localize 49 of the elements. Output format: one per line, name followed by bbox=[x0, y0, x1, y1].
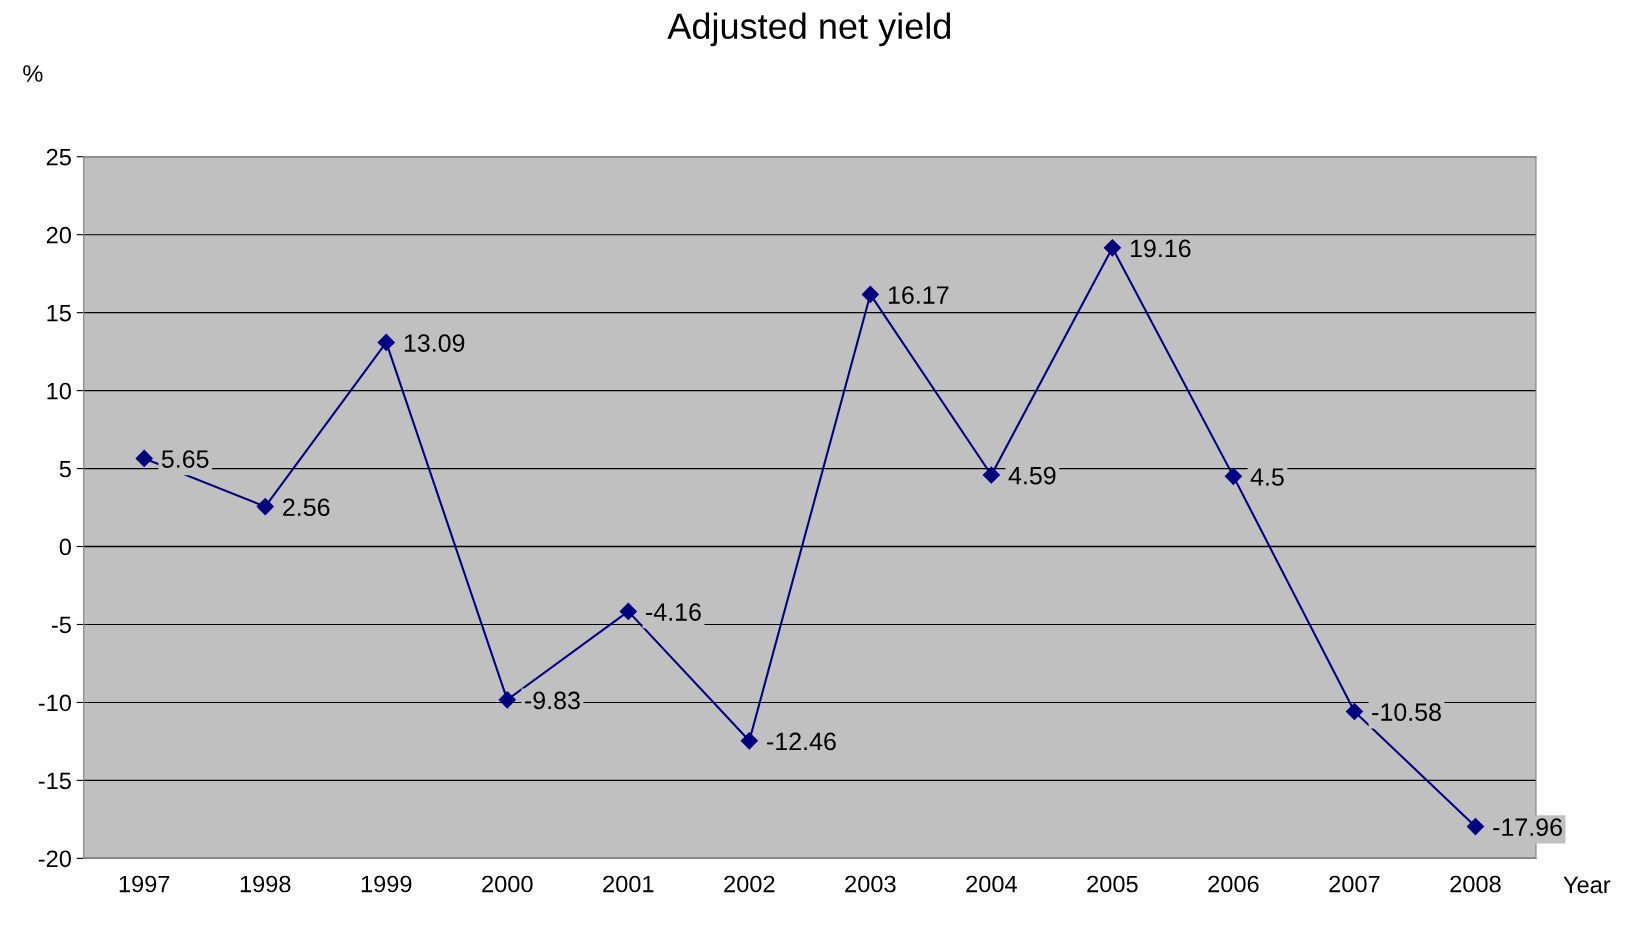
point bbox=[498, 691, 516, 709]
point bbox=[256, 498, 274, 516]
x-tick-label: 2000 bbox=[482, 875, 533, 893]
point bbox=[619, 602, 637, 620]
y-tick-label: 20 bbox=[46, 226, 71, 244]
point bbox=[1224, 467, 1242, 485]
y-tick-label: 10 bbox=[47, 382, 71, 400]
x-axis-title: Year bbox=[1563, 876, 1611, 894]
x-tick-label: 2001 bbox=[603, 875, 654, 893]
data-label: -12.46 bbox=[767, 732, 836, 751]
data-label: 4.5 bbox=[1250, 468, 1284, 486]
x-tick-label: 2008 bbox=[1450, 875, 1501, 893]
point bbox=[740, 732, 758, 750]
x-tick-label: 2007 bbox=[1329, 875, 1380, 893]
data-label: -10.58 bbox=[1372, 703, 1441, 721]
y-tick-label: -10 bbox=[38, 694, 71, 712]
data-label: 19.16 bbox=[1130, 239, 1191, 258]
data-label: 13.09 bbox=[404, 334, 465, 352]
data-label: -4.16 bbox=[646, 603, 701, 621]
data-label: -9.83 bbox=[525, 691, 580, 710]
chart-title: Adjusted net yield bbox=[667, 12, 951, 47]
y-tick-label: 0 bbox=[59, 538, 71, 556]
y-tick-label: 15 bbox=[47, 304, 71, 322]
y-tick-label: 25 bbox=[46, 148, 71, 166]
point bbox=[1103, 239, 1121, 257]
x-tick-label: 2004 bbox=[966, 875, 1017, 893]
point bbox=[1466, 818, 1485, 836]
y-tick-label: 5 bbox=[59, 460, 71, 478]
data-label: 16.17 bbox=[888, 286, 949, 304]
y-tick-label: -5 bbox=[51, 616, 71, 634]
x-tick-label: 2003 bbox=[845, 875, 896, 893]
data-label: 5.65 bbox=[161, 450, 209, 468]
y-tick-label: -15 bbox=[38, 772, 71, 790]
point bbox=[135, 449, 153, 467]
y-axis-title: % bbox=[23, 65, 43, 82]
x-tick-label: 1998 bbox=[240, 875, 291, 893]
data-label: -17.96 bbox=[1493, 818, 1562, 837]
x-tick-label: 2005 bbox=[1087, 875, 1138, 893]
point bbox=[861, 285, 879, 303]
x-tick-label: 1999 bbox=[361, 875, 412, 893]
point bbox=[1345, 702, 1363, 721]
x-tick-label: 2006 bbox=[1208, 875, 1259, 893]
x-tick-label: 1997 bbox=[119, 875, 170, 893]
point bbox=[377, 333, 395, 351]
data-label: 2.56 bbox=[283, 498, 330, 517]
data-label: 4.59 bbox=[1008, 466, 1056, 485]
y-tick-label: -20 bbox=[38, 850, 71, 868]
x-tick-label: 2002 bbox=[724, 875, 775, 893]
point bbox=[982, 466, 1000, 484]
